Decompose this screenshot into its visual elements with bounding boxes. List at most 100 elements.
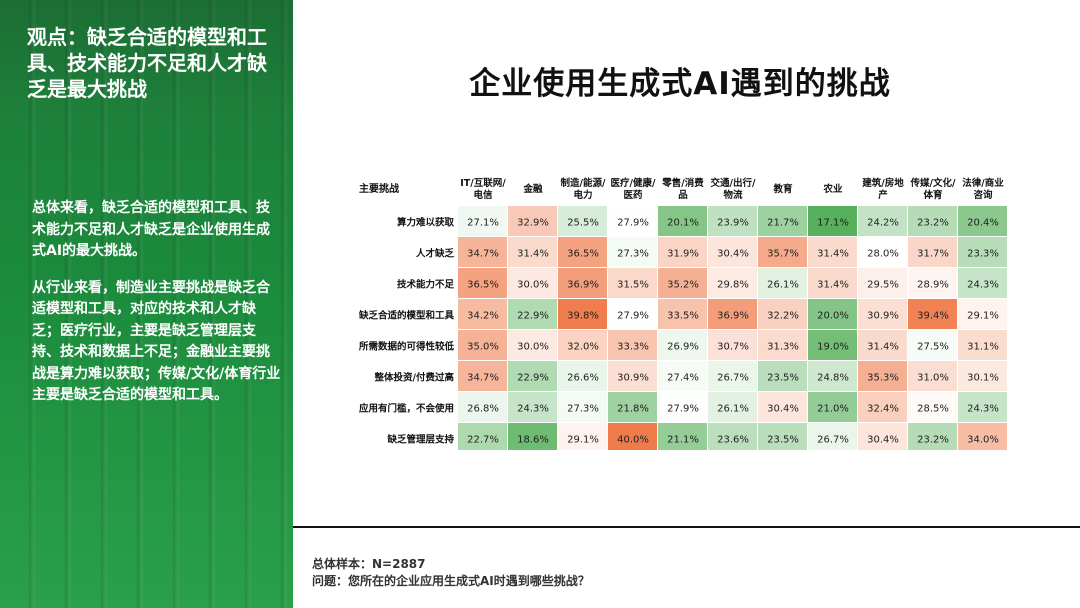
cell-value-label: 21.8% (617, 404, 649, 415)
column-header: 建筑/房地产 (861, 177, 904, 201)
column-header: 零售/消费品 (661, 177, 704, 201)
heatmap-cell (708, 268, 757, 298)
heatmap-cell (508, 237, 557, 267)
viewpoint-paragraph-industry: 从行业来看，制造业主要挑战是缺乏合适模型和工具，对应的技术和人才缺乏；医疗行业，… (32, 279, 281, 404)
column-header: IT/互联网/电信 (460, 177, 506, 201)
heatmap-cell (908, 392, 957, 422)
heatmap-cell (808, 361, 857, 391)
heatmap-cell (758, 268, 807, 298)
heatmap-cell (658, 237, 707, 267)
heatmap-cell (558, 299, 607, 329)
heatmap-cell (808, 423, 857, 450)
cell-value-label: 29.1% (567, 435, 599, 446)
cell-value-label: 28.0% (867, 249, 899, 260)
heatmap-cell (958, 268, 1007, 298)
cell-value-label: 22.9% (517, 373, 549, 384)
heatmap-cell (958, 299, 1007, 329)
cell-value-label: 31.0% (917, 373, 949, 384)
cell-value-label: 24.3% (967, 280, 999, 291)
row-label: 技术能力不足 (397, 279, 455, 291)
heatmap-cell (458, 330, 507, 360)
cell-value-label: 28.9% (917, 280, 949, 291)
heatmap-cell (458, 423, 507, 450)
heatmap-cell (908, 361, 957, 391)
cell-value-label: 29.1% (967, 311, 999, 322)
cell-value-label: 33.3% (617, 342, 649, 353)
cell-value-label: 27.5% (917, 342, 949, 353)
cell-value-label: 34.7% (467, 249, 499, 260)
heatmap-cell (908, 423, 957, 450)
cell-value-label: 36.5% (567, 249, 599, 260)
cell-value-label: 30.1% (967, 373, 999, 384)
column-header: 法律/商业咨询 (962, 177, 1004, 201)
heatmap-cell (658, 268, 707, 298)
cell-value-label: 23.2% (917, 435, 949, 446)
heatmap-cell (608, 268, 657, 298)
heatmap-cell (558, 392, 607, 422)
cell-value-label: 24.3% (517, 404, 549, 415)
column-header: 教育 (772, 183, 793, 195)
cell-value-label: 27.4% (667, 373, 699, 384)
heatmap-cell (608, 361, 657, 391)
column-header: 制造/能源/电力 (561, 177, 606, 201)
cell-value-label: 29.8% (717, 280, 749, 291)
heatmap-cell (708, 299, 757, 329)
cell-value-label: 31.4% (867, 342, 899, 353)
cell-value-label: 31.1% (967, 342, 999, 353)
cell-value-label: 32.4% (867, 404, 899, 415)
heatmap-table: 主要挑战 IT/互联网/电信 金融 制造/能源/电力 医疗/健康/医药 零售/消费品 交通/… (340, 170, 1020, 450)
cell-value-label: 30.4% (867, 435, 899, 446)
cell-value-label: 27.3% (617, 249, 649, 260)
cell-value-label: 18.6% (517, 435, 549, 446)
heatmap-cell (708, 392, 757, 422)
heatmap-cell (508, 299, 557, 329)
cell-value-label: 23.3% (967, 249, 999, 260)
heatmap-cell (608, 330, 657, 360)
cell-value-label: 26.1% (717, 404, 749, 415)
cell-value-label: 19.0% (817, 342, 849, 353)
row-label: 缺乏合适的模型和工具 (358, 310, 455, 322)
cell-value-label: 26.7% (717, 373, 749, 384)
row-label: 整体投资/付费过高 (374, 372, 455, 384)
cell-value-label: 26.9% (667, 342, 699, 353)
cell-value-label: 36.9% (567, 280, 599, 291)
cell-value-label: 23.5% (767, 373, 799, 384)
heatmap-cell (758, 361, 807, 391)
heatmap-cell (758, 330, 807, 360)
heatmap-cell (908, 330, 957, 360)
cell-value-label: 39.8% (567, 311, 599, 322)
cell-value-label: 23.9% (717, 218, 749, 229)
cell-value-label: 29.5% (867, 280, 899, 291)
cell-value-label: 30.0% (517, 342, 549, 353)
heatmap-cell (808, 268, 857, 298)
left-panel: 观点：缺乏合适的模型和工具、技术能力不足和人才缺乏是最大挑战 总体来看，缺乏合适… (0, 0, 293, 608)
cell-value-label: 32.2% (767, 311, 799, 322)
cell-value-label: 23.6% (717, 435, 749, 446)
heatmap-cell (508, 361, 557, 391)
row-header-label: 主要挑战 (359, 182, 399, 195)
cell-value-label: 30.4% (767, 404, 799, 415)
cell-value-label: 26.1% (767, 280, 799, 291)
cell-value-label: 35.7% (767, 249, 799, 260)
heatmap-cell (508, 423, 557, 450)
cell-value-label: 22.7% (467, 435, 499, 446)
heatmap-cell (808, 206, 857, 236)
cell-value-label: 30.4% (717, 249, 749, 260)
cell-value-label: 24.2% (867, 218, 899, 229)
heatmap-cell (458, 268, 507, 298)
heatmap-cell (658, 361, 707, 391)
heatmap-cell (458, 237, 507, 267)
column-header: 传媒/文化/体育 (910, 177, 956, 201)
cell-value-label: 34.7% (467, 373, 499, 384)
cell-value-label: 25.5% (567, 218, 599, 229)
heatmap-cell (858, 206, 907, 236)
cell-value-label: 20.4% (967, 218, 999, 229)
cell-value-label: 36.5% (467, 280, 499, 291)
chart-title: 企业使用生成式AI遇到的挑战 (469, 66, 891, 102)
cell-value-label: 21.1% (667, 435, 699, 446)
heatmap-cell (608, 423, 657, 450)
heatmap-cell (508, 206, 557, 236)
row-label: 缺乏管理层支持 (386, 434, 454, 446)
cell-value-label: 27.9% (667, 404, 699, 415)
heatmap-cell (858, 330, 907, 360)
